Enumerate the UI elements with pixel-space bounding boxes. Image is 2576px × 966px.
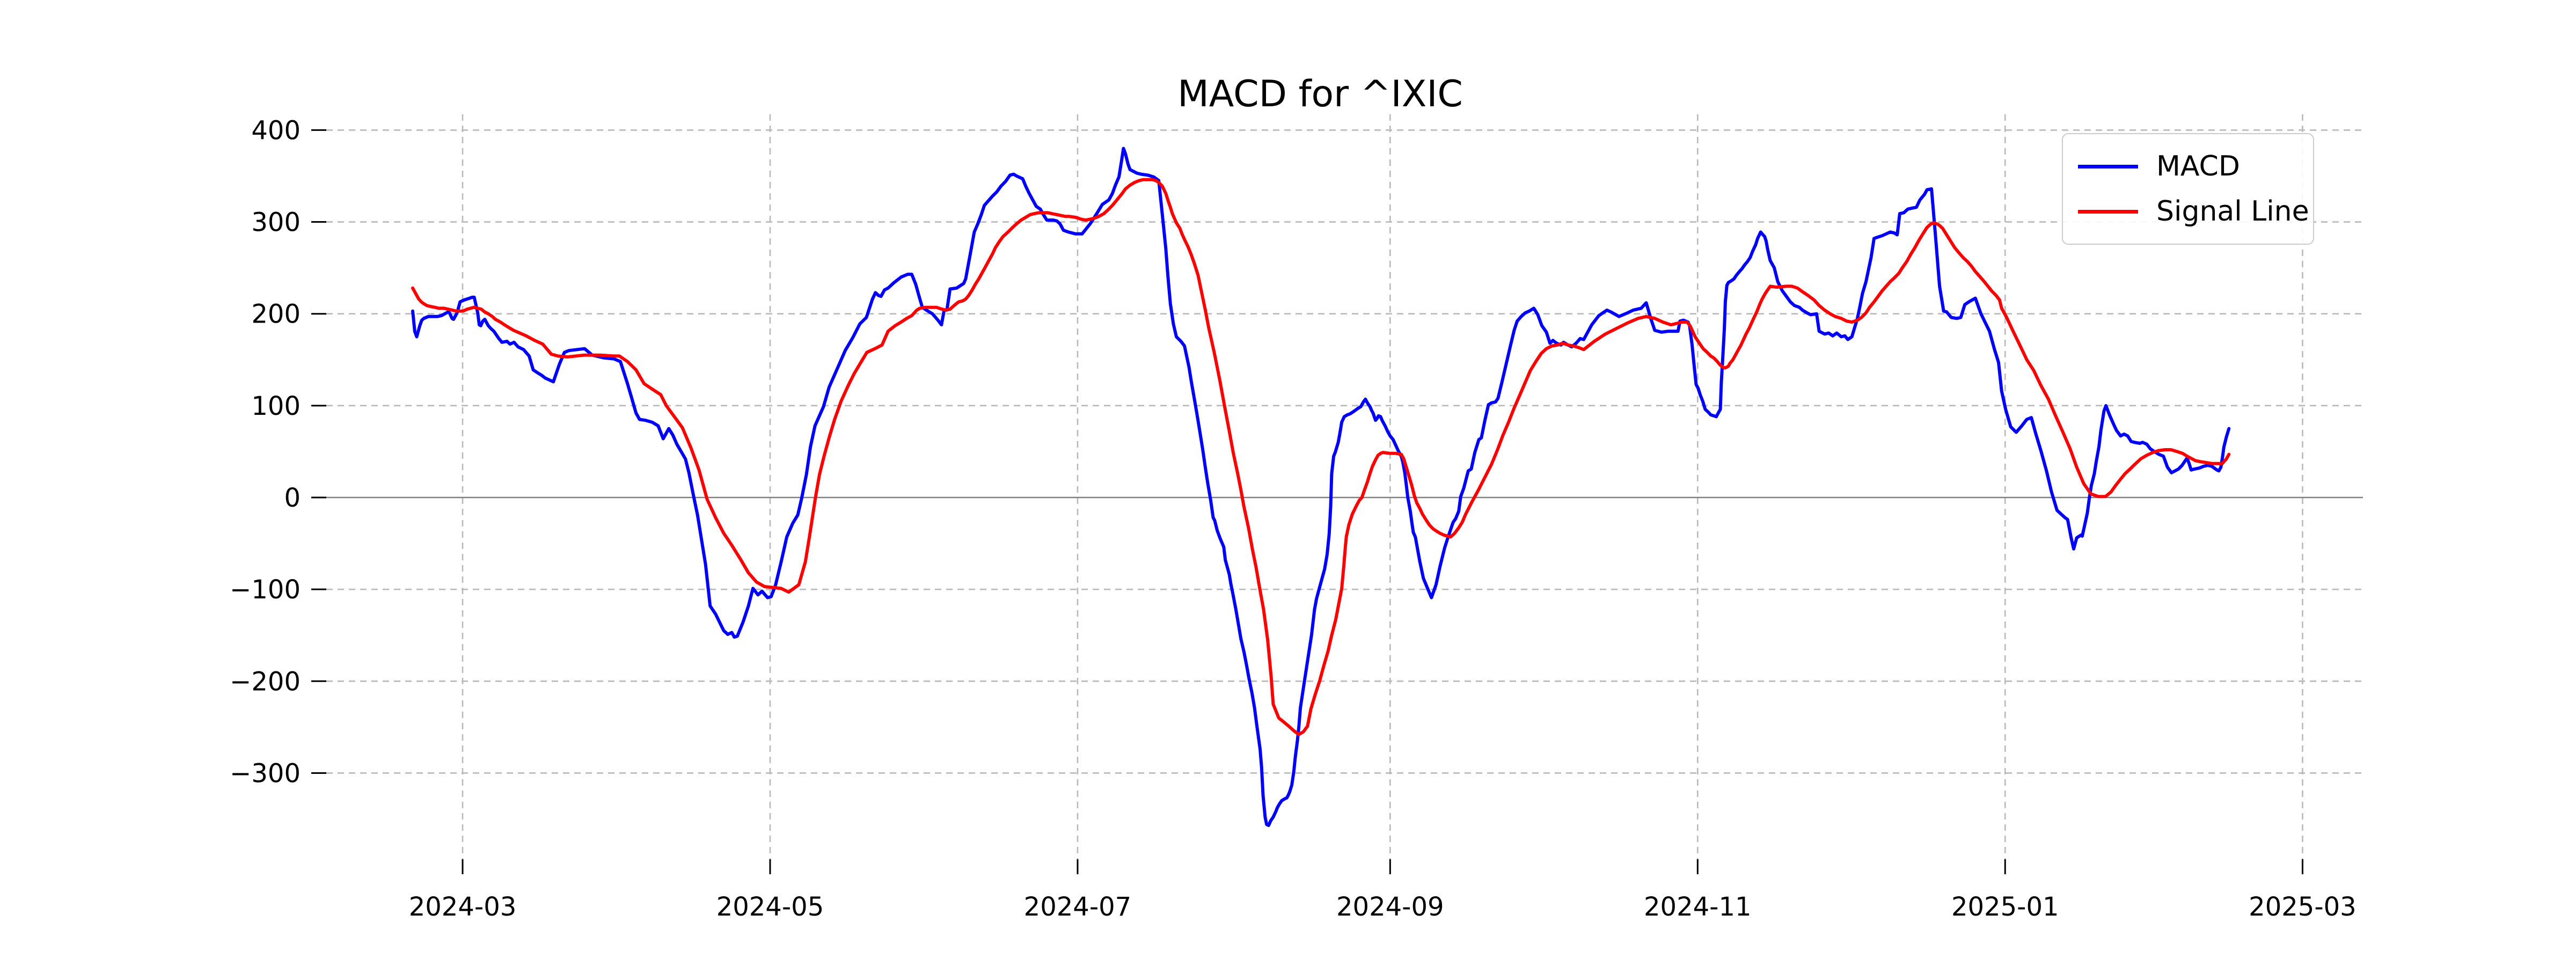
chart-title: MACD for ^IXIC (1177, 73, 1463, 115)
y-tick-label: 0 (284, 483, 301, 513)
macd-line-swatch (2078, 164, 2138, 169)
y-tick-label: 400 (251, 115, 301, 145)
x-tick-label: 2024-07 (1024, 892, 1132, 922)
y-tick-label: 100 (251, 391, 301, 421)
x-tick-label: 2024-09 (1336, 892, 1444, 922)
x-tick-label: 2025-03 (2249, 892, 2357, 922)
x-tick-label: 2024-03 (409, 892, 517, 922)
x-tick-label: 2025-01 (1951, 892, 2059, 922)
x-tick-label: 2024-11 (1644, 892, 1752, 922)
gridlines (326, 114, 2363, 859)
signal-line-swatch (2078, 209, 2138, 214)
legend-item-signal: Signal Line (2078, 189, 2309, 234)
axis-tick-labels: 2024-03 2024-05 2024-07 2024-09 2024-11 2025-… (230, 115, 2357, 922)
y-tick-label: 200 (251, 299, 301, 330)
macd-line (411, 147, 2231, 827)
axis-tick-marks (311, 129, 2303, 874)
legend: MACD Signal Line (2062, 133, 2314, 245)
legend-label-macd: MACD (2156, 150, 2240, 182)
legend-item-macd: MACD (2078, 144, 2298, 189)
x-tick-label: 2024-05 (716, 892, 824, 922)
y-tick-label: 300 (251, 208, 301, 238)
legend-label-signal: Signal Line (2156, 195, 2309, 228)
y-tick-label: −100 (230, 575, 301, 605)
y-tick-label: −200 (230, 667, 301, 697)
signal-line (411, 178, 2231, 736)
y-tick-label: −300 (230, 758, 301, 788)
